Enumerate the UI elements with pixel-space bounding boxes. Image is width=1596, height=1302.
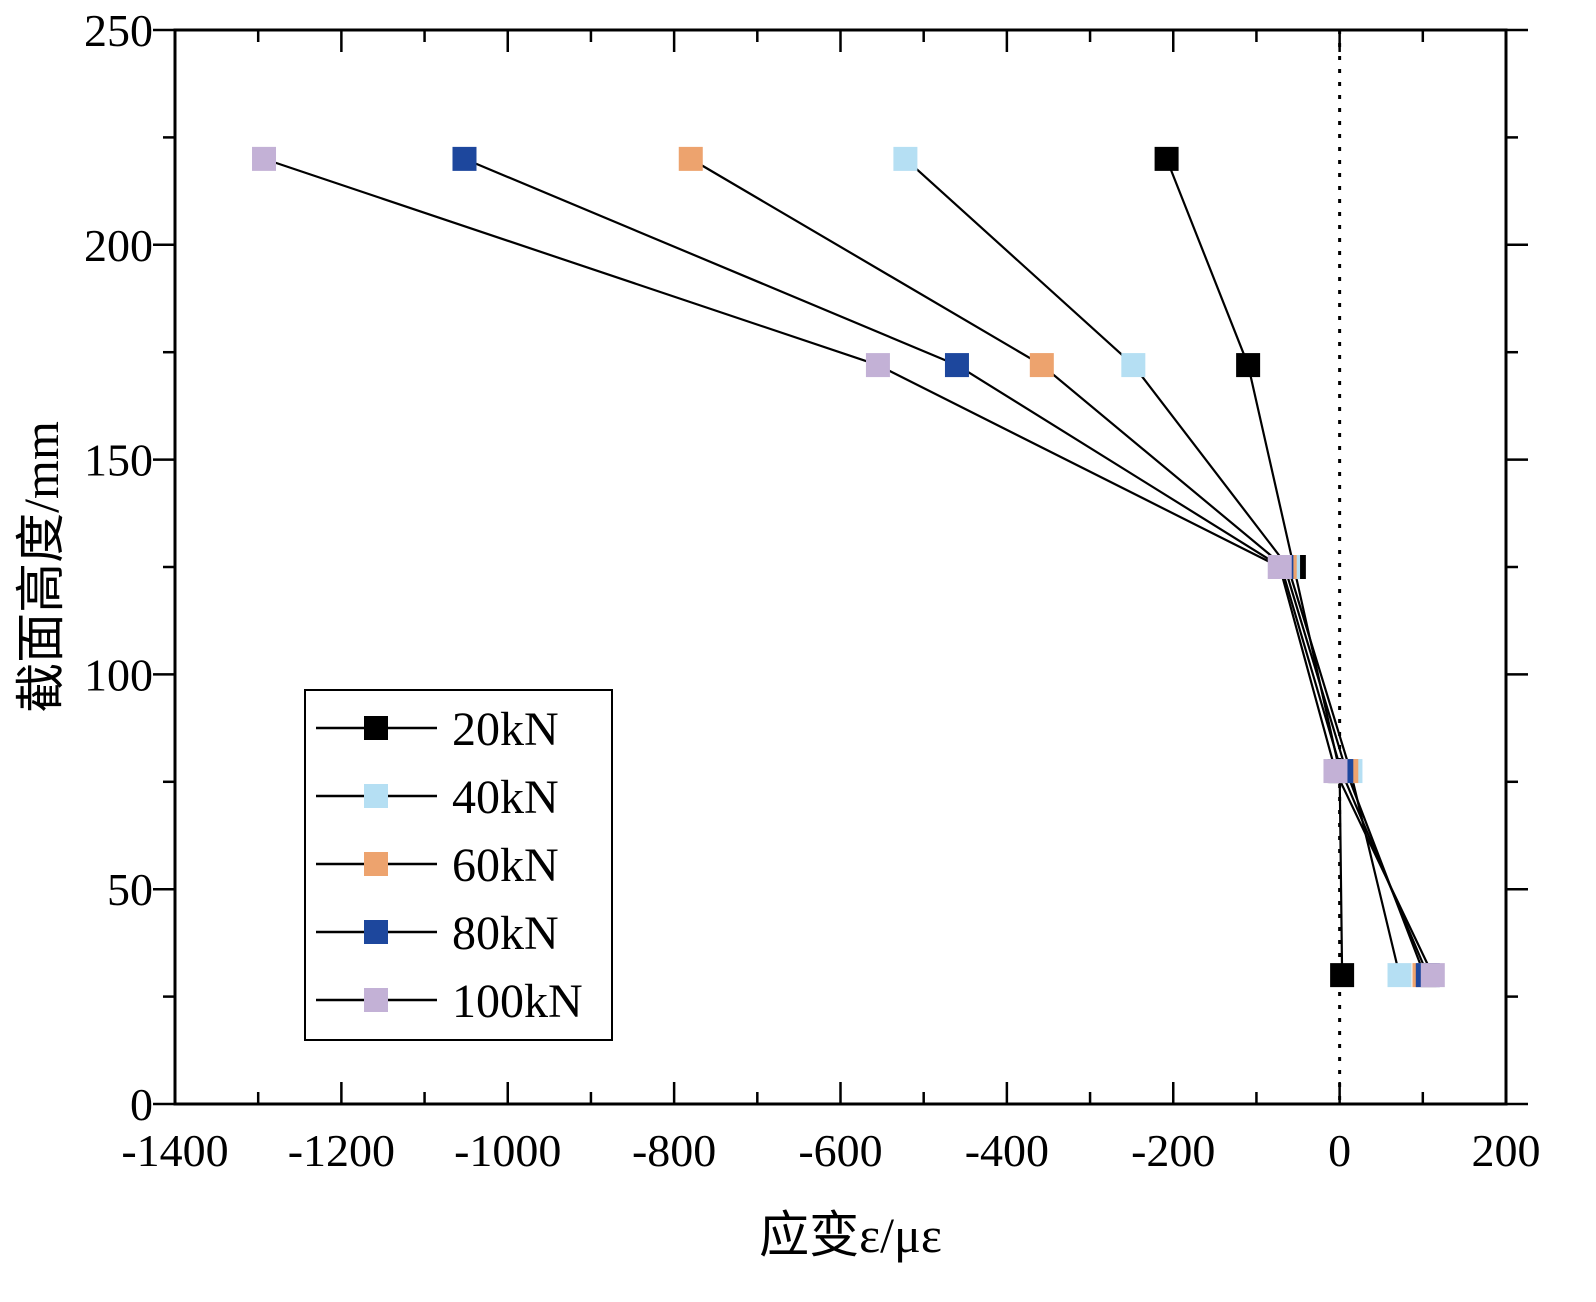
x-tick-label: -1200 <box>288 1125 395 1176</box>
data-point <box>1420 963 1445 988</box>
data-point <box>1121 353 1146 378</box>
y-tick-label: 200 <box>84 220 153 271</box>
legend-marker <box>364 716 388 740</box>
series-60kN <box>690 157 1426 976</box>
data-point <box>865 353 890 378</box>
x-tick-label: -1400 <box>121 1125 228 1176</box>
data-point <box>678 146 703 171</box>
data-point <box>1387 963 1412 988</box>
legend-label: 80kN <box>452 907 559 960</box>
axis-ticks: -1400 -1200 -1000 -800 -600 -400 -200 0 200 0 50 10… <box>84 5 1541 1176</box>
x-tick-label: -800 <box>632 1125 716 1176</box>
y-axis-title: 截面高度/mm <box>13 421 69 713</box>
legend-marker <box>364 784 388 808</box>
series-20kN <box>1165 158 1344 976</box>
y-tick-label: 0 <box>130 1079 153 1130</box>
data-point <box>252 146 277 171</box>
legend-marker <box>364 988 388 1012</box>
legend-item: 60kN <box>316 839 559 892</box>
x-tick-label: 0 <box>1328 1125 1351 1176</box>
data-point <box>1029 353 1054 378</box>
legend-items: 20kN 40kN 60kN 80kN 100kN <box>316 703 583 1028</box>
y-tick-label: 100 <box>84 649 153 700</box>
x-tick-label: -600 <box>798 1125 882 1176</box>
y-tick-label: 50 <box>107 864 153 915</box>
series-line <box>904 158 1401 976</box>
x-tick-label: -1000 <box>454 1125 561 1176</box>
legend-label: 40kN <box>452 771 559 824</box>
y-tick-label: 150 <box>84 435 153 486</box>
legend-label: 60kN <box>452 839 559 892</box>
x-tick-label: -400 <box>965 1125 1049 1176</box>
data-point <box>944 353 969 378</box>
legend: 20kN 40kN 60kN 80kN 100kN <box>304 689 613 1041</box>
series-line <box>690 157 1426 976</box>
data-point <box>452 146 477 171</box>
x-tick-label: 200 <box>1472 1125 1541 1176</box>
legend-item: 80kN <box>316 907 559 960</box>
series-markers-60kN <box>678 146 1437 988</box>
data-point <box>1267 555 1292 579</box>
series-markers-20kN <box>1154 146 1355 988</box>
x-axis-title: 应变ε/με <box>759 1207 942 1263</box>
data-point <box>1330 963 1355 988</box>
legend-item: 20kN <box>316 703 559 756</box>
legend-label: 20kN <box>452 703 559 756</box>
series-markers-40kN <box>893 146 1412 988</box>
legend-box <box>304 689 613 1041</box>
x-tick-label: -200 <box>1131 1125 1215 1176</box>
series-markers-100kN <box>252 146 1445 988</box>
data-point <box>1236 353 1261 378</box>
data-point <box>1323 759 1348 784</box>
series-line <box>1165 158 1344 976</box>
legend-item: 100kN <box>316 975 583 1028</box>
data-point <box>1154 146 1179 171</box>
series-40kN <box>904 158 1401 976</box>
y-tick-label: 250 <box>84 5 153 56</box>
legend-item: 40kN <box>316 771 559 824</box>
data-point <box>893 146 918 171</box>
plot-layer <box>252 30 1445 1104</box>
legend-marker <box>364 852 388 876</box>
legend-label: 100kN <box>452 975 583 1028</box>
legend-marker <box>364 920 388 944</box>
